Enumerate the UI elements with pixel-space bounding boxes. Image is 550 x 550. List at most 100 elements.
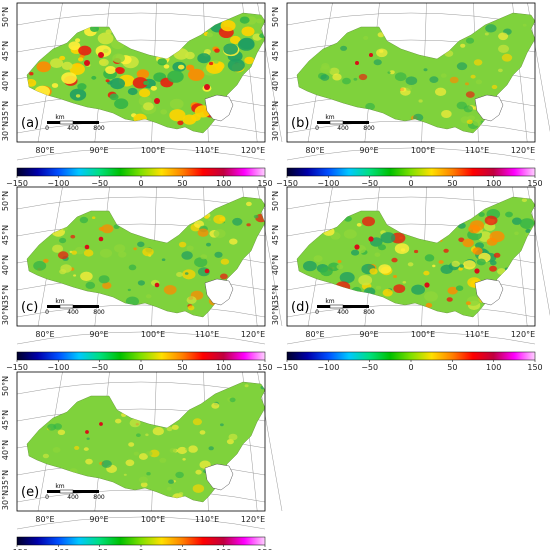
- anomaly-spot: [118, 251, 127, 258]
- scale-segment: [329, 120, 344, 125]
- anomaly-spot: [177, 120, 184, 126]
- anomaly-spot: [168, 479, 175, 484]
- colorbar-tick: −50: [91, 179, 108, 188]
- colorbar-tick: −50: [361, 179, 378, 188]
- anomaly-spot: [115, 418, 122, 424]
- anomaly-spot: [53, 423, 62, 430]
- anomaly-spot: [199, 430, 206, 435]
- map-frame: [16, 186, 266, 327]
- anomaly-spot: [185, 51, 195, 60]
- map-panel-3: 50°N45°N40°N35°N30°N80°E 90°E 100°E 110°E 12…: [1, 186, 283, 372]
- map-body: [286, 2, 550, 161]
- hot-spot: [84, 60, 90, 66]
- panel-label: (c): [21, 300, 38, 315]
- anomaly-spot: [200, 254, 208, 260]
- anomaly-spot: [378, 244, 386, 251]
- colorbar-tick: 50: [177, 179, 187, 188]
- anomaly-spot: [460, 43, 466, 48]
- lon-label: 80°E: [35, 515, 54, 524]
- anomaly-spot: [85, 458, 93, 465]
- lon-label: 110°E: [195, 515, 219, 524]
- panel-label: (b): [291, 116, 309, 131]
- anomaly-spot: [109, 93, 119, 101]
- anomaly-spot: [220, 423, 224, 427]
- scale-tick: 800: [363, 125, 375, 132]
- anomaly-spot: [197, 228, 209, 237]
- anomaly-spot: [70, 234, 76, 239]
- colorbar-tick: 100: [216, 548, 231, 550]
- anomaly-spot: [61, 72, 77, 84]
- anomaly-spot: [68, 41, 81, 51]
- anomaly-spot: [169, 98, 184, 110]
- anomaly-spot: [146, 472, 151, 476]
- anomaly-spot: [195, 469, 202, 475]
- anomaly-spot: [102, 282, 112, 289]
- anomaly-spot: [206, 32, 213, 38]
- panel-label: (a): [21, 116, 39, 131]
- parallel-line: [286, 147, 536, 161]
- anomaly-spot: [142, 247, 154, 257]
- anomaly-spot: [184, 272, 189, 275]
- anomaly-spot: [57, 251, 69, 260]
- anomaly-spot: [78, 45, 92, 56]
- lat-label: 50°N: [1, 376, 10, 396]
- anomaly-spot: [521, 198, 527, 203]
- anomaly-spot: [182, 458, 186, 461]
- scale-segment: [343, 121, 369, 124]
- anomaly-spot: [133, 451, 140, 456]
- anomaly-spot: [424, 254, 435, 262]
- colorbar-scale: [16, 536, 266, 546]
- anomaly-spot: [373, 59, 382, 66]
- scale-segment: [73, 490, 99, 493]
- anomaly-spot: [358, 275, 373, 286]
- anomaly-spot: [229, 35, 241, 45]
- anomaly-spot: [115, 67, 124, 74]
- scale-tick: 400: [67, 309, 79, 316]
- scale-segment: [73, 305, 99, 308]
- anomaly-spot: [186, 245, 194, 251]
- lon-label: 90°E: [359, 330, 378, 339]
- lat-label: 30°N: [1, 305, 10, 325]
- anomaly-spot: [475, 79, 483, 85]
- colorbar-tick: 50: [177, 363, 187, 372]
- lat-label: 45°N: [1, 41, 10, 61]
- anomaly-spot: [78, 57, 84, 62]
- anomaly-spot: [163, 64, 170, 69]
- anomaly-spot: [446, 297, 453, 302]
- anomaly-spot: [465, 82, 469, 86]
- anomaly-spot: [389, 70, 395, 75]
- scale-tick: 400: [67, 494, 79, 501]
- anomaly-spot: [74, 445, 80, 450]
- anomaly-spot: [99, 58, 109, 67]
- colorbar-tick: 0: [408, 363, 413, 372]
- anomaly-spot: [128, 264, 137, 271]
- lon-label: 120°E: [241, 330, 265, 339]
- anomaly-spot: [393, 284, 406, 293]
- lon-label: 80°E: [35, 330, 54, 339]
- anomaly-spot: [418, 99, 423, 103]
- anomaly-spot: [458, 237, 465, 243]
- anomaly-spot: [132, 77, 148, 89]
- anomaly-spot: [476, 258, 486, 266]
- anomaly-spot: [485, 24, 497, 33]
- anomaly-spot: [83, 447, 89, 451]
- anomaly-spot: [213, 214, 226, 224]
- anomaly-spot: [400, 87, 407, 92]
- anomaly-spot: [140, 482, 148, 488]
- anomaly-spot: [138, 453, 148, 460]
- bay-water: [204, 94, 234, 122]
- anomaly-spot: [214, 48, 220, 53]
- anomaly-spot: [105, 29, 112, 35]
- anomaly-spot: [194, 257, 208, 268]
- anomaly-spot: [186, 296, 197, 304]
- anomaly-spot: [137, 280, 145, 286]
- anomaly-spot: [214, 251, 223, 258]
- colorbar-tick: 50: [447, 363, 457, 372]
- anomaly-spot: [42, 453, 49, 459]
- colorbar: −150 −100 −50 0 50 100 150: [6, 351, 273, 372]
- lon-label: 120°E: [511, 330, 535, 339]
- scale-tick: 0: [45, 309, 49, 316]
- anomaly-spot: [253, 214, 259, 219]
- anomaly-spot: [498, 32, 509, 41]
- anomaly-spot: [192, 484, 205, 493]
